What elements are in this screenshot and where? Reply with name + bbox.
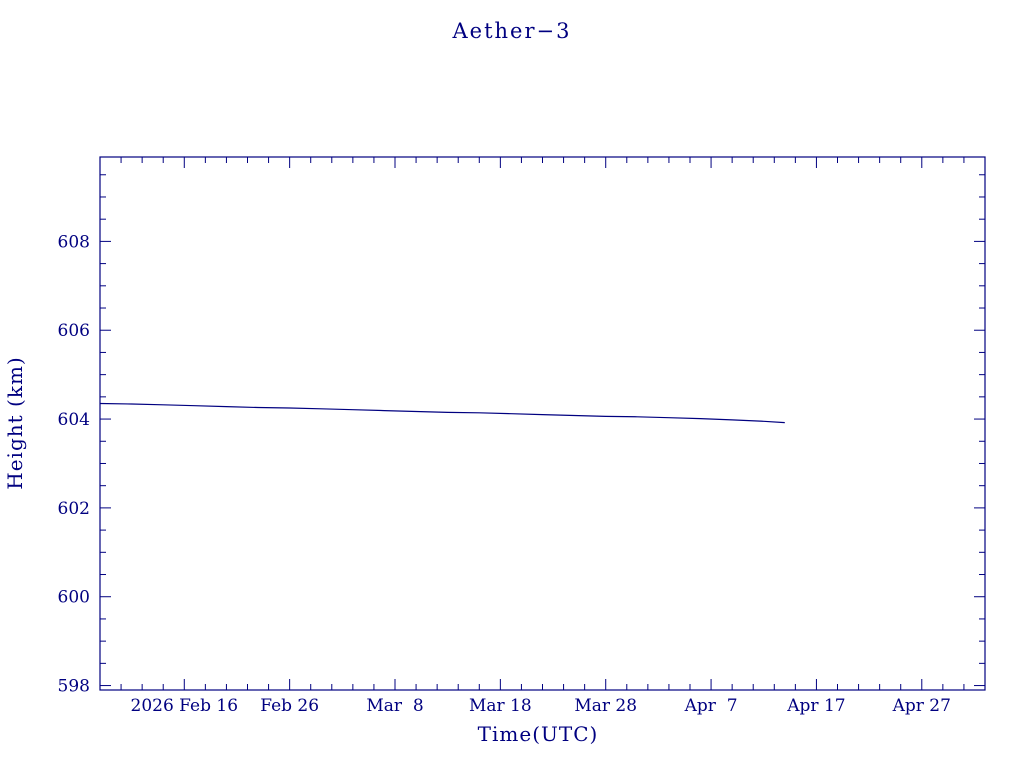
y-tick-label: 602 — [58, 499, 90, 519]
x-tick-label: Feb 26 — [260, 696, 319, 716]
y-tick-label: 600 — [58, 588, 90, 608]
x-tick-label: Mar 28 — [574, 696, 637, 716]
y-axis-label: Height (km) — [3, 356, 27, 489]
x-tick-label: Mar 18 — [469, 696, 532, 716]
x-tick-label: Apr 27 — [892, 696, 951, 716]
x-tick-label: Apr 7 — [684, 696, 738, 716]
plot-frame — [99, 156, 986, 691]
x-tick-label: 2026 Feb 16 — [131, 696, 239, 716]
y-tick-label: 598 — [58, 677, 90, 697]
x-tick-label: Apr 17 — [786, 696, 845, 716]
height-series-line — [99, 402, 785, 424]
y-tick-label: 606 — [58, 321, 90, 341]
y-tick-label: 608 — [58, 232, 90, 252]
x-tick-label: Mar 8 — [366, 696, 423, 716]
chart-title: Aether−3 — [452, 19, 572, 43]
x-axis-label: Time(UTC) — [478, 722, 599, 746]
y-tick-label: 604 — [58, 410, 90, 430]
